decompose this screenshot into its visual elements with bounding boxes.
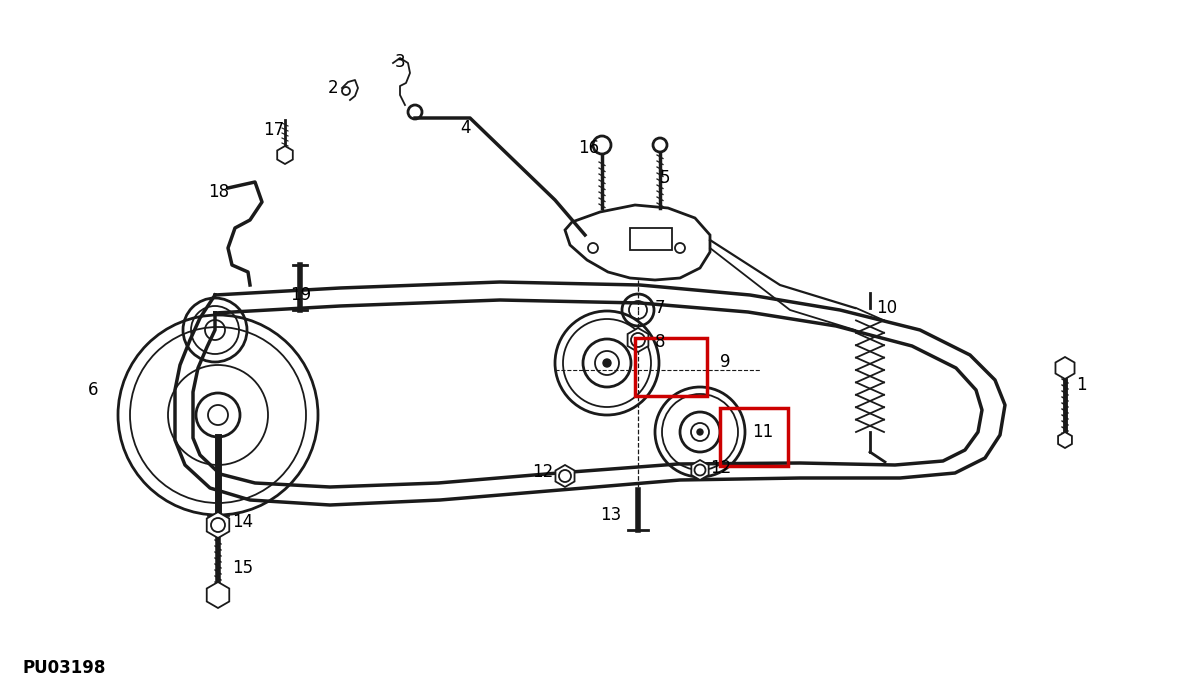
Text: 10: 10 bbox=[876, 299, 898, 317]
Text: 15: 15 bbox=[232, 559, 253, 577]
Text: 3: 3 bbox=[395, 53, 406, 71]
Circle shape bbox=[697, 429, 703, 435]
Text: 6: 6 bbox=[88, 381, 98, 399]
Bar bbox=[635, 338, 707, 396]
Text: 14: 14 bbox=[232, 513, 253, 531]
Text: 5: 5 bbox=[660, 169, 671, 187]
Circle shape bbox=[604, 359, 611, 367]
Text: 7: 7 bbox=[655, 299, 666, 317]
Text: 4: 4 bbox=[460, 119, 470, 137]
Text: 8: 8 bbox=[655, 333, 666, 351]
Text: 18: 18 bbox=[208, 183, 229, 201]
Text: 17: 17 bbox=[263, 121, 284, 139]
Text: 2: 2 bbox=[328, 79, 338, 97]
Text: 13: 13 bbox=[600, 506, 622, 524]
Text: 16: 16 bbox=[578, 139, 599, 157]
Text: 9: 9 bbox=[720, 353, 731, 371]
Text: 1: 1 bbox=[1076, 376, 1087, 394]
Circle shape bbox=[593, 136, 611, 154]
Text: 11: 11 bbox=[752, 423, 773, 441]
Circle shape bbox=[631, 333, 646, 347]
Bar bbox=[630, 228, 672, 250]
Text: 12: 12 bbox=[710, 459, 731, 477]
Text: 12: 12 bbox=[532, 463, 553, 481]
Text: PU03198: PU03198 bbox=[22, 659, 106, 677]
Circle shape bbox=[653, 138, 667, 152]
Bar bbox=[720, 408, 788, 466]
Text: 19: 19 bbox=[290, 286, 311, 304]
